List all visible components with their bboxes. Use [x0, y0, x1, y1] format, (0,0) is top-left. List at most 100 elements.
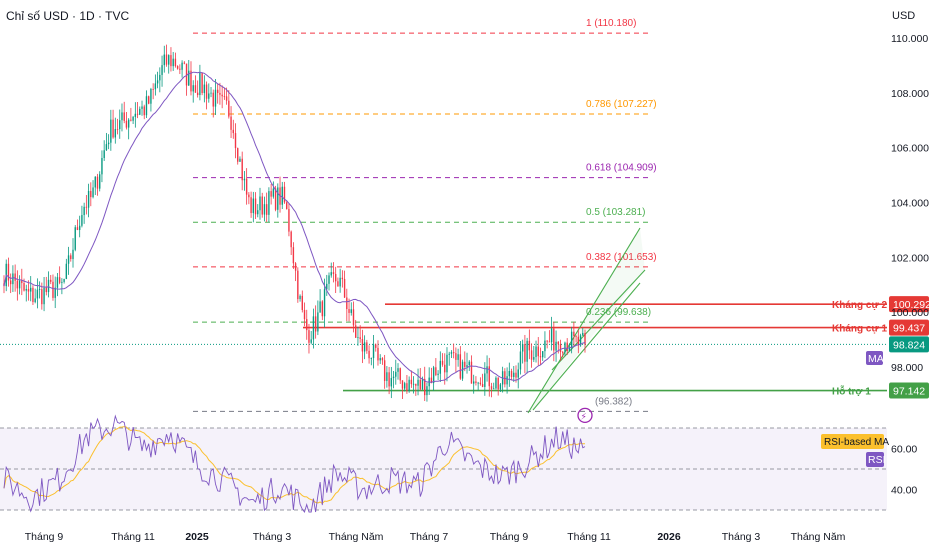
- candle-body: [401, 380, 404, 389]
- candle-body: [524, 344, 526, 362]
- fib-label: 1 (110.180): [586, 18, 636, 29]
- candle-body: [415, 383, 417, 386]
- candle-body: [7, 263, 10, 281]
- candle-body: [452, 352, 455, 354]
- candle-body: [225, 96, 228, 101]
- candle-body: [161, 65, 163, 75]
- candle-body: [548, 341, 551, 343]
- candle-body: [248, 194, 250, 198]
- time-tick-label: Tháng 9: [25, 531, 64, 543]
- candle-body: [105, 144, 108, 151]
- candle-body: [145, 96, 148, 116]
- candle-body: [570, 331, 573, 349]
- candle-body: [508, 370, 511, 377]
- time-tick-label: Tháng 7: [410, 531, 449, 543]
- candle-body: [277, 187, 279, 210]
- price-tick-label: 102.000: [891, 252, 929, 264]
- candle-body: [190, 70, 192, 92]
- candle-body: [486, 366, 488, 374]
- candle-body: [334, 273, 337, 282]
- candle-body: [74, 227, 76, 250]
- price-tag-label: 99.437: [893, 323, 925, 335]
- candle-body: [390, 378, 393, 387]
- candle-body: [495, 377, 497, 389]
- channel-fill: [528, 228, 645, 413]
- candle-body: [448, 353, 450, 355]
- candle-body: [43, 287, 45, 305]
- candle-body: [261, 196, 263, 215]
- channel-line: [532, 282, 641, 411]
- candle-body: [361, 339, 364, 352]
- candle-body: [67, 255, 70, 264]
- candle-body: [292, 247, 295, 264]
- candle-body: [528, 340, 531, 351]
- candle-body: [517, 369, 519, 378]
- candle-body: [466, 365, 468, 367]
- level-label: Kháng cự 1: [832, 324, 887, 335]
- candle-body: [328, 275, 330, 284]
- time-tick-label: 2026: [657, 531, 681, 543]
- candle-body: [156, 80, 159, 84]
- ma-badge-label: MA: [868, 353, 884, 365]
- candle-body: [196, 92, 199, 96]
- candle-body: [263, 204, 266, 215]
- candle-body: [125, 120, 128, 128]
- candle-body: [464, 361, 466, 367]
- candle-body: [274, 188, 277, 210]
- candle-body: [78, 225, 81, 230]
- time-tick-label: Tháng 3: [253, 531, 292, 543]
- candle-body: [52, 281, 54, 298]
- candle-body: [41, 289, 43, 305]
- candle-body: [150, 89, 152, 104]
- candle-body: [174, 58, 177, 67]
- candle-body: [54, 287, 56, 298]
- candle-body: [72, 249, 74, 260]
- price-tick-label: 108.000: [891, 88, 929, 100]
- candle-body: [557, 341, 559, 345]
- candle-body: [504, 371, 506, 385]
- candle-body: [234, 133, 237, 149]
- candle-body: [114, 129, 117, 138]
- candle-body: [245, 178, 248, 195]
- candle-body: [455, 353, 457, 360]
- candle-body: [432, 367, 435, 384]
- candle-body: [85, 206, 88, 208]
- candle-body: [83, 206, 85, 216]
- candle-body: [139, 108, 141, 115]
- candle-body: [403, 383, 406, 389]
- candle-body: [564, 342, 566, 353]
- candle-body: [314, 316, 317, 332]
- candle-body: [268, 191, 270, 215]
- candle-body: [38, 289, 41, 290]
- candle-body: [584, 333, 586, 345]
- candle-body: [199, 72, 201, 96]
- candle-body: [90, 190, 92, 198]
- candle-body: [239, 158, 241, 162]
- candle-body: [421, 378, 424, 390]
- rsi-panel: [0, 427, 887, 511]
- candle-body: [459, 354, 462, 379]
- candle-body: [533, 357, 535, 360]
- candle-body: [183, 62, 186, 64]
- candle-body: [92, 187, 94, 198]
- candle-body: [301, 295, 303, 310]
- candle-body: [170, 55, 172, 67]
- level-label: Hỗ trợ 1: [832, 385, 871, 398]
- candle-body: [499, 384, 502, 390]
- level-label: Kháng cự 2: [832, 300, 887, 311]
- candle-body: [208, 93, 210, 99]
- candle-body: [205, 84, 208, 99]
- candle-body: [286, 202, 288, 210]
- candle-body: [379, 358, 381, 361]
- rsi-line: [3, 414, 586, 513]
- rsi-badge: [866, 452, 884, 467]
- candle-body: [147, 96, 150, 104]
- candle-body: [159, 74, 161, 81]
- price-tag-label: 100.292: [893, 299, 931, 311]
- candle-body: [141, 106, 143, 109]
- candle-body: [70, 255, 72, 260]
- candle-body: [65, 263, 68, 279]
- candle-body: [566, 342, 568, 352]
- candle-body: [152, 89, 154, 90]
